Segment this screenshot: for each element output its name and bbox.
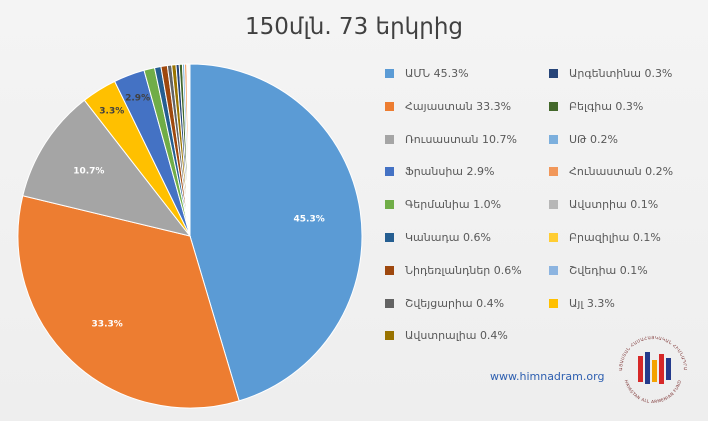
legend-swatch [385,69,394,78]
legend-label: Բրազիլիա 0.1% [569,231,661,244]
legend-item: ՍԹ 0.2% [549,133,618,146]
pie-data-label-4: 2.9% [125,94,150,104]
legend-item: Ռուսաստան 10.7% [385,133,517,146]
legend-swatch [385,265,394,275]
pie-data-label-3: 3.3% [99,106,124,116]
chart-title: 150մլն. 73 երկրից [245,14,463,40]
pie-data-label-2: 10.7% [73,167,104,177]
legend-swatch [385,298,394,308]
legend-label: Արգենտինա 0.3% [569,67,673,80]
legend-swatch [549,167,558,177]
legend-label: Ֆրանսիա 2.9% [405,165,495,179]
pie-slice-0 [189,63,363,402]
pie-data-label-1: 33.3% [92,319,123,329]
legend-item: Հունաստան 0.2% [549,165,673,178]
legend-swatch [549,265,558,275]
legend-label: ԱՄՆ 45.3% [405,67,469,80]
legend-item: Ավստրիա 0.1% [549,198,658,211]
pie-slice-2 [22,99,192,237]
legend-item: Բելգիա 0.3% [549,100,643,113]
legend-label: Շվեդիա 0.1% [569,263,648,277]
legend-label: Հունաստան 0.2% [569,165,674,179]
legend-item: Շվեյցարիա 0.4% [385,297,504,310]
legend-label: Բելգիա 0.3% [569,99,644,113]
legend-swatch [549,298,558,308]
legend-label: Հայաստան 33.3% [405,99,512,113]
legend-swatch [385,331,394,341]
legend-item: Կանադա 0.6% [385,231,491,244]
legend-swatch [385,134,394,144]
svg-text:HAYASTAN ALL ARMENIAN FUND: HAYASTAN ALL ARMENIAN FUND [624,379,683,404]
legend-item: Արգենտինա 0.3% [549,67,672,80]
legend-label: Ավստրիա 0.1% [569,198,659,212]
legend-label: Կանադա 0.6% [405,231,491,244]
legend-label: Այլ 3.3% [569,296,615,310]
website-link[interactable]: www.himnadram.org [490,370,605,383]
legend-swatch [385,233,394,242]
legend-label: Գերմանիա 1.0% [405,198,502,212]
legend-item: Գերմանիա 1.0% [385,198,501,211]
legend-label: Ռուսաստան 10.7% [405,132,517,146]
legend-item: Նիդեռլանդներ 0.6% [385,264,522,277]
pie-data-label-0: 45.3% [294,215,325,225]
legend-label: Նիդեռլանդներ 0.6% [405,263,522,277]
legend-item: Ֆրանսիա 2.9% [385,165,494,178]
pie-slice-16 [188,63,191,237]
legend-item: Այլ 3.3% [549,297,615,310]
legend-item: ԱՄՆ 45.3% [385,67,469,80]
legend-swatch [385,200,394,210]
legend-item: Ավստրալիա 0.4% [385,329,508,342]
legend-swatch [549,69,558,78]
legend-item: Բրազիլիա 0.1% [549,231,661,244]
legend-label: Շվեյցարիա 0.4% [405,296,505,310]
pie-slice-1 [17,195,240,409]
legend-item: Հայաստան 33.3% [385,100,511,113]
legend-label: Ավստրալիա 0.4% [405,329,508,343]
legend-item: Շվեդիա 0.1% [549,264,648,277]
legend-swatch [549,134,558,144]
legend-swatch [385,101,394,111]
fund-logo: ՀԱՅԱՍՏԱՆ ՀԱՄԱՀԱՅԿԱԿԱՆ ՀԻՄՆԱԴՐԱՄ HAYASTAN… [612,326,688,404]
legend-swatch [385,167,394,177]
legend-label: ՍԹ 0.2% [569,132,618,146]
legend-swatch [549,200,558,210]
legend-swatch [549,233,558,242]
svg-text:ՀԱՅԱՍՏԱՆ ՀԱՄԱՀԱՅԿԱԿԱՆ ՀԻՄՆԱԴՐԱ: ՀԱՅԱՍՏԱՆ ՀԱՄԱՀԱՅԿԱԿԱՆ ՀԻՄՆԱԴՐԱՄ [612,326,688,371]
legend-swatch [549,101,558,111]
